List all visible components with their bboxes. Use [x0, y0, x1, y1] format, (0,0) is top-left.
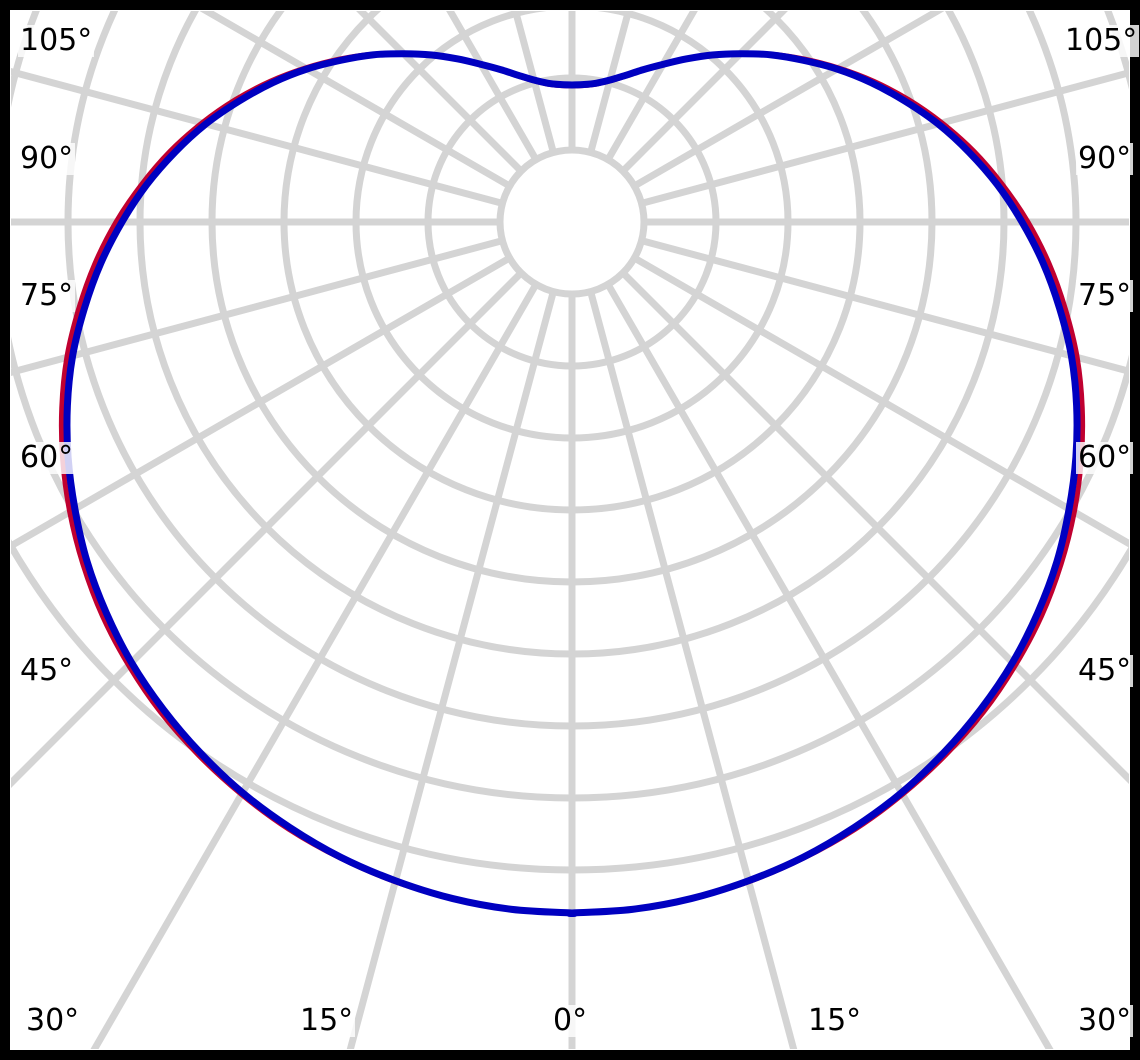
- series-curve-c90-c270: [63, 50, 1081, 917]
- data-series-layer: [58, 50, 1086, 917]
- angle-tick-label-right-0: 105°: [1063, 23, 1140, 58]
- angle-tick-label-right-1: 90°: [1076, 141, 1134, 176]
- angle-tick-label-left-1: 90°: [18, 141, 76, 176]
- angle-tick-label-bottom-2: 0°: [551, 1003, 590, 1038]
- angle-tick-label-right-4: 45°: [1076, 653, 1134, 688]
- angle-tick-label-bottom-4: 30°: [1076, 1003, 1134, 1038]
- angle-tick-label-left-3: 60°: [18, 440, 76, 475]
- angle-tick-label-left-4: 45°: [18, 653, 76, 688]
- angle-tick-label-bottom-0: 30°: [24, 1003, 82, 1038]
- angle-tick-label-bottom-3: 15°: [806, 1003, 864, 1038]
- angle-tick-label-left-2: 75°: [18, 278, 76, 313]
- angle-tick-label-left-0: 105°: [18, 23, 95, 58]
- angle-tick-label-right-2: 75°: [1076, 278, 1134, 313]
- angle-tick-label-bottom-1: 15°: [298, 1003, 356, 1038]
- angle-tick-label-right-3: 60°: [1076, 440, 1134, 475]
